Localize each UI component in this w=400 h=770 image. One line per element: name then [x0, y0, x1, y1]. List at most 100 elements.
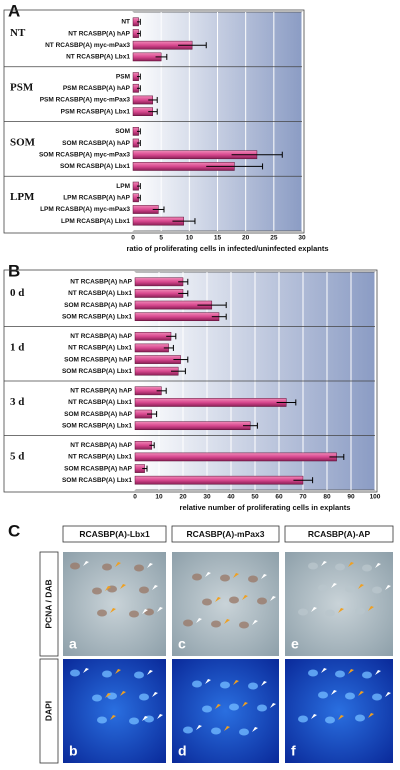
error-bar: [178, 42, 207, 49]
bar: [134, 452, 337, 462]
arrow: [147, 563, 153, 568]
arrow: [375, 670, 381, 675]
category-label: LPM RCASBP(A) myc-mPax3: [40, 206, 130, 213]
arrow: [110, 608, 116, 613]
arrow: [338, 715, 344, 720]
nucleus: [318, 584, 328, 592]
arrow: [105, 693, 111, 698]
category-label: SOM: [115, 128, 130, 135]
error-bar: [147, 411, 158, 418]
row-header-box: [39, 658, 59, 764]
error-bar: [329, 453, 345, 460]
nucleus: [362, 564, 372, 572]
category-label: NT RCASBP(A) Lbx1: [68, 290, 132, 297]
arrow: [83, 668, 89, 673]
category-label: SOM RCASBP(A) Lbx1: [62, 368, 132, 375]
nucleus: [97, 716, 107, 724]
bar: [134, 331, 172, 341]
arrow: [368, 713, 374, 718]
error-bar: [148, 108, 158, 115]
nucleus: [257, 597, 267, 605]
arrow: [321, 668, 327, 673]
error-bar: [136, 194, 141, 201]
category-label: SOM RCASBP(A) Lbx1: [62, 422, 132, 429]
nucleus: [229, 596, 239, 604]
category-label: SOM RCASBP(A) hAP: [62, 140, 131, 147]
category-label: NT: [121, 19, 130, 26]
nucleus: [211, 727, 221, 735]
nucleus: [248, 682, 258, 690]
nucleus: [192, 573, 202, 581]
category-label: NT RCASBP(A) hAP: [70, 279, 132, 286]
bar: [134, 312, 220, 322]
category-label: SOM RCASBP(A) Lbx1: [62, 477, 132, 484]
nucleus: [102, 670, 112, 678]
nucleus: [345, 692, 355, 700]
arrow: [224, 619, 230, 624]
nucleus: [70, 669, 80, 677]
error-bar: [136, 128, 141, 135]
category-label: NT RCASBP(A) myc-mPax3: [45, 42, 130, 49]
category-label: NT RCASBP(A) hAP: [70, 388, 132, 395]
x-tick-label: 5: [159, 235, 163, 242]
arrow: [115, 562, 121, 567]
group-label: SOM: [10, 136, 36, 148]
arrow: [157, 714, 163, 719]
nucleus: [139, 586, 149, 594]
arrow: [196, 725, 202, 730]
x-tick-label: 10: [186, 235, 194, 242]
category-label: SOM RCASBP(A) hAP: [64, 411, 133, 418]
category-label: PSM RCASBP(A) myc-mPax3: [40, 97, 131, 104]
panel-label: B: [8, 261, 20, 280]
nucleus: [134, 671, 144, 679]
category-label: PSM RCASBP(A) hAP: [63, 85, 131, 92]
category-label: LPM RCASBP(A) hAP: [63, 195, 130, 202]
arrow: [105, 586, 111, 591]
error-bar: [149, 442, 155, 449]
x-tick-label: 70: [299, 494, 307, 501]
error-bar: [136, 140, 141, 147]
arrow: [83, 561, 89, 566]
nucleus: [298, 608, 308, 616]
error-bar: [178, 278, 189, 285]
error-bar: [136, 183, 141, 190]
arrow: [385, 585, 391, 590]
x-axis-label: ratio of proliferating cells in infected…: [126, 244, 328, 253]
nucleus: [355, 607, 365, 615]
arrow: [110, 715, 116, 720]
arrow: [215, 597, 221, 602]
error-bar: [136, 30, 141, 37]
category-label: PSM: [116, 73, 130, 80]
image-label: e: [291, 636, 299, 652]
category-label: SOM RCASBP(A) myc-mPax3: [39, 151, 130, 158]
arrow: [233, 573, 239, 578]
image-label: c: [178, 636, 186, 652]
nucleus: [97, 609, 107, 617]
category-label: SOM RCASBP(A) Lbx1: [60, 163, 130, 170]
arrow: [224, 726, 230, 731]
arrow: [311, 607, 317, 612]
bar: [134, 421, 251, 431]
x-tick-label: 40: [227, 494, 235, 501]
nucleus: [220, 574, 230, 582]
error-bar: [155, 53, 168, 60]
arrow: [385, 692, 391, 697]
arrow: [233, 680, 239, 685]
nucleus: [129, 610, 139, 618]
x-tick-label: 60: [275, 494, 283, 501]
nucleus: [335, 563, 345, 571]
nucleus: [192, 680, 202, 688]
arrow: [368, 606, 374, 611]
image-label: d: [178, 743, 187, 759]
nucleus: [335, 670, 345, 678]
category-label: LPM: [116, 183, 130, 190]
nucleus: [139, 693, 149, 701]
category-label: NT RCASBP(A) hAP: [70, 442, 132, 449]
nucleus: [102, 563, 112, 571]
nucleus: [362, 671, 372, 679]
nucleus: [325, 716, 335, 724]
row-header: PCNA / DAB: [43, 579, 53, 628]
x-tick-label: 50: [251, 494, 259, 501]
error-bar: [178, 290, 189, 297]
category-label: NT RCASBP(A) hAP: [68, 30, 130, 37]
